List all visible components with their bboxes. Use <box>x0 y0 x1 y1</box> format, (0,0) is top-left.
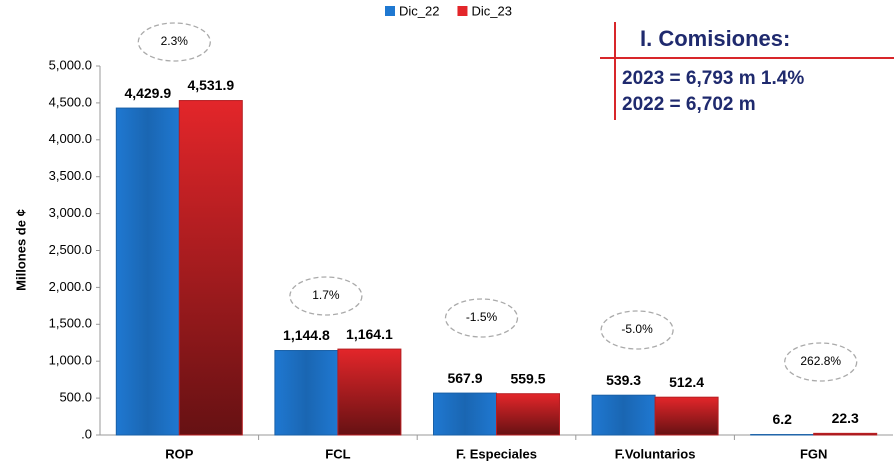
box-line: 2023 = 6,793 m 1.4% <box>622 68 804 89</box>
value-label: 567.9 <box>447 370 482 386</box>
legend-label: Dic_22 <box>399 3 439 18</box>
x-tick-label: FCL <box>325 446 350 461</box>
bar <box>496 393 560 436</box>
x-tick-label: F. Especiales <box>456 446 537 461</box>
x-tick-label: ROP <box>165 446 194 461</box>
value-label: 1,164.1 <box>346 326 393 342</box>
bar <box>178 100 243 436</box>
value-label: 4,531.9 <box>187 77 234 93</box>
y-tick-label: 4,500.0 <box>49 94 92 109</box>
x-tick-label: F.Voluntarios <box>615 446 696 461</box>
bar <box>813 432 878 436</box>
annotation-ellipse <box>289 276 363 316</box>
legend-swatch <box>385 6 395 16</box>
y-tick-label: 4,000.0 <box>49 131 92 146</box>
annotation-ellipse <box>600 310 674 350</box>
bar <box>337 348 402 436</box>
y-tick-label: .0 <box>81 426 92 441</box>
annotation: 2.3% <box>161 34 189 48</box>
annotation: -1.5% <box>466 310 498 324</box>
value-label: 512.4 <box>669 374 704 390</box>
annotation-ellipse <box>444 298 519 338</box>
box-line: 2022 = 6,702 m <box>622 94 756 115</box>
legend-swatch <box>457 6 468 16</box>
bar <box>115 107 180 436</box>
value-label: 4,429.9 <box>124 85 171 101</box>
annotation: 1.7% <box>312 288 340 302</box>
y-tick-label: 5,000.0 <box>49 57 92 72</box>
value-label: 1,144.8 <box>283 327 330 343</box>
value-label: 6.2 <box>772 411 792 427</box>
y-axis-label: Millones de ¢ <box>13 209 28 291</box>
y-tick-label: 2,500.0 <box>49 242 92 257</box>
annotation: -5.0% <box>621 322 653 336</box>
y-tick-label: 1,000.0 <box>49 353 92 368</box>
bar <box>654 396 719 436</box>
y-tick-label: 2,000.0 <box>49 279 92 294</box>
value-label: 559.5 <box>510 370 545 386</box>
bar <box>591 394 656 436</box>
y-tick-label: 3,000.0 <box>49 205 92 220</box>
value-label: 539.3 <box>606 372 641 388</box>
y-tick-label: 3,500.0 <box>49 168 92 183</box>
legend-label: Dic_23 <box>471 3 511 18</box>
annotation-ellipse <box>784 342 858 382</box>
bar <box>274 350 339 436</box>
annotation: 262.8% <box>800 354 841 368</box>
x-tick-label: FGN <box>800 446 827 461</box>
annotation-ellipse <box>137 22 211 62</box>
box-title: I. Comisiones: <box>640 26 790 51</box>
y-tick-label: 1,500.0 <box>49 316 92 331</box>
value-label: 22.3 <box>832 410 859 426</box>
y-tick-label: 500.0 <box>59 390 92 405</box>
bar <box>433 392 497 436</box>
